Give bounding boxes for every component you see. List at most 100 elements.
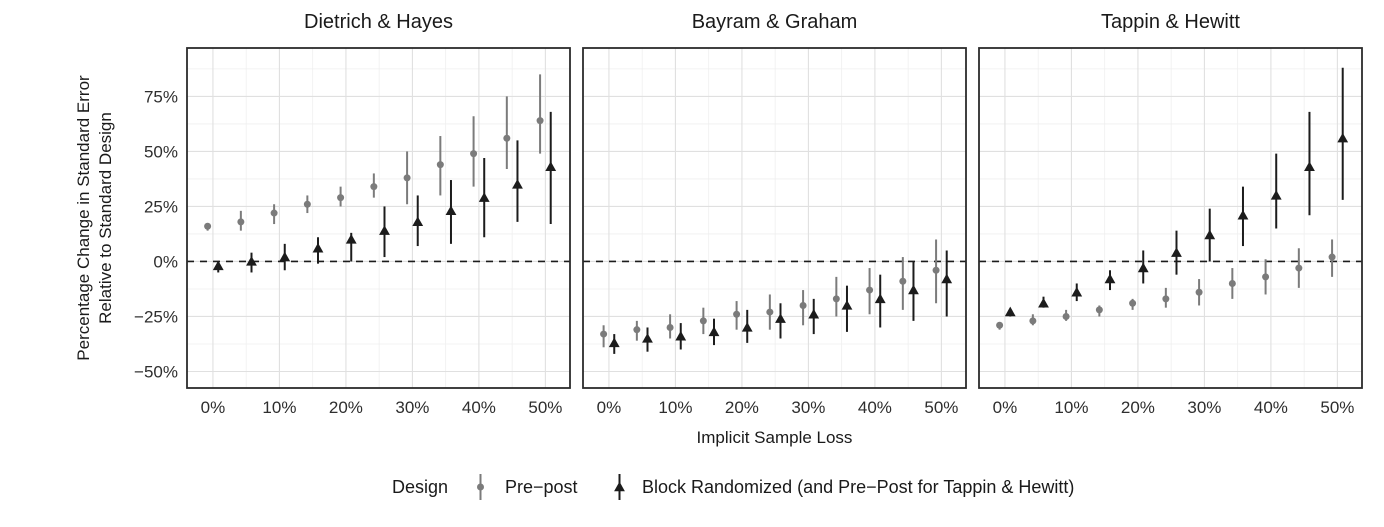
point-circle (403, 174, 411, 182)
point-triangle (545, 161, 557, 172)
point-triangle (1004, 306, 1016, 317)
series-pre-post (996, 239, 1336, 330)
y-axis-title-line-2: Relative to Standard Design (96, 112, 115, 324)
series-block-randomized (608, 250, 953, 354)
y-tick-label: −50% (134, 362, 178, 381)
point-circle (470, 150, 478, 158)
y-tick-label: 25% (144, 197, 178, 216)
point-triangle (808, 308, 820, 319)
y-tick-label: 0% (153, 252, 178, 271)
series-pre-post (600, 239, 940, 348)
x-tick-label: 20% (329, 398, 363, 417)
point-triangle (1270, 190, 1282, 200)
legend-key-triangle (614, 481, 625, 492)
point-triangle (512, 179, 523, 189)
x-tick-label: 40% (462, 398, 496, 417)
panel-border (582, 47, 967, 389)
point-triangle (741, 322, 753, 332)
y-tick-label: 50% (144, 142, 178, 161)
point-circle (996, 321, 1004, 329)
point-triangle (1171, 247, 1182, 257)
legend-label-pre-post: Pre−post (505, 477, 578, 497)
point-triangle (1104, 273, 1116, 284)
panel-1 (186, 47, 571, 389)
point-triangle (345, 234, 357, 244)
point-circle (1129, 299, 1137, 307)
panel-2 (582, 47, 967, 389)
x-tick-label: 30% (1187, 398, 1221, 417)
point-circle (503, 134, 511, 142)
point-triangle (642, 333, 653, 343)
x-tick-label: 50% (528, 398, 562, 417)
point-circle (237, 218, 245, 226)
series-block-randomized (212, 111, 557, 273)
point-circle (666, 323, 674, 331)
point-circle (866, 286, 874, 294)
panels-layer (186, 47, 1363, 389)
point-circle (932, 266, 940, 274)
panel-background (979, 48, 1362, 388)
x-tick-label: 50% (1320, 398, 1354, 417)
point-triangle (1304, 161, 1315, 172)
x-axis-title: Implicit Sample Loss (697, 428, 853, 447)
point-triangle (1137, 262, 1149, 273)
point-triangle (608, 337, 620, 348)
x-tick-label: 0% (993, 398, 1018, 417)
point-triangle (312, 242, 324, 253)
point-triangle (908, 284, 919, 295)
point-triangle (708, 326, 720, 337)
series-pre-post (204, 74, 544, 231)
point-circle (536, 117, 544, 125)
x-tick-label: 0% (597, 398, 622, 417)
point-circle (204, 222, 212, 230)
point-circle (799, 301, 807, 309)
point-triangle (1204, 229, 1216, 240)
panel-border (978, 47, 1363, 389)
legend-label-block-randomized: Block Randomized (and Pre−Post for Tappi… (642, 477, 1074, 497)
point-circle (1328, 253, 1336, 261)
x-tick-label: 50% (924, 398, 958, 417)
series-block-randomized (1004, 67, 1349, 317)
point-triangle (1237, 209, 1249, 220)
point-circle (1195, 288, 1203, 296)
x-tick-label: 40% (1254, 398, 1288, 417)
point-circle (370, 183, 378, 191)
point-circle (1295, 264, 1303, 272)
y-axis-title-line-1: Percentage Change in Standard Error (74, 75, 93, 361)
y-tick-label: 75% (144, 87, 178, 106)
point-triangle (212, 260, 224, 271)
point-circle (600, 330, 608, 338)
point-circle (832, 295, 840, 303)
point-triangle (478, 192, 490, 202)
y-tick-label: −25% (134, 307, 178, 326)
point-triangle (445, 205, 457, 216)
point-circle (699, 317, 707, 325)
point-circle (633, 326, 641, 334)
point-triangle (279, 251, 291, 262)
panel-title-bayram-graham: Bayram & Graham (692, 11, 858, 33)
point-triangle (841, 300, 853, 310)
axes-layer: 0% 10% 20% 30% 40% 50% 0% 10% 20% 30% 40% 50% 0% 10% 2… (134, 87, 1354, 417)
x-tick-label: 40% (858, 398, 892, 417)
panel-title-tappin-hewitt: Tappin & Hewitt (1101, 11, 1240, 33)
point-circle (766, 308, 774, 316)
point-triangle (675, 330, 687, 341)
point-circle (1062, 312, 1070, 320)
point-circle (1162, 295, 1170, 303)
x-tick-label: 20% (725, 398, 759, 417)
point-triangle (1337, 132, 1349, 143)
x-tick-label: 10% (262, 398, 296, 417)
legend-title: Design (392, 477, 448, 497)
x-tick-label: 20% (1121, 398, 1155, 417)
panel-3 (978, 47, 1363, 389)
point-triangle (379, 225, 390, 235)
panel-border (186, 47, 571, 389)
point-circle (337, 194, 345, 202)
point-triangle (1071, 286, 1083, 297)
point-triangle (874, 293, 886, 304)
point-triangle (775, 313, 786, 323)
x-tick-label: 10% (658, 398, 692, 417)
point-circle (1095, 306, 1103, 314)
